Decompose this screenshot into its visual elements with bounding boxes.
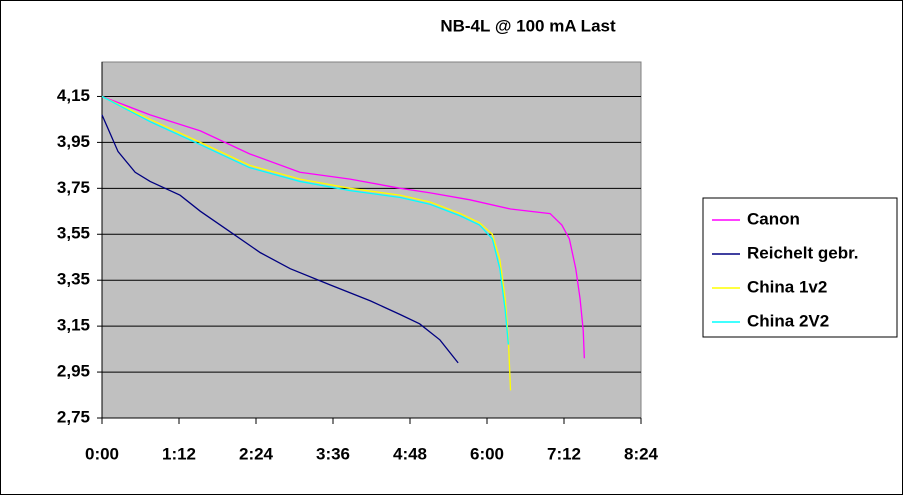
x-tick-label: 6:00	[470, 444, 504, 463]
x-tick-label: 7:12	[547, 444, 581, 463]
series-line	[101, 95, 585, 359]
legend-label: Reichelt gebr.	[747, 243, 858, 262]
legend-label: China 1v2	[747, 277, 827, 296]
y-tick-label: 3,15	[57, 316, 90, 335]
x-tick-label: 4:48	[393, 444, 427, 463]
x-tick-label: 1:12	[162, 444, 196, 463]
series-line	[101, 95, 512, 391]
y-tick-label: 3,75	[57, 178, 90, 197]
y-tick-label: 3,95	[57, 132, 90, 151]
y-tick-label: 3,55	[57, 224, 90, 243]
series-line	[101, 95, 510, 345]
x-tick-label: 2:24	[239, 444, 274, 463]
series-line	[101, 114, 459, 364]
legend-box	[702, 197, 898, 338]
x-tick-label: 0:00	[85, 444, 119, 463]
y-tick-label: 2,75	[57, 407, 90, 426]
y-tick-label: 4,15	[57, 86, 90, 105]
legend-label: China 2V2	[747, 311, 829, 330]
y-tick-label: 3,35	[57, 270, 90, 289]
legend-label: Canon	[747, 209, 800, 228]
x-tick-label: 8:24	[624, 444, 659, 463]
x-tick-label: 3:36	[316, 444, 350, 463]
plot-area	[101, 61, 642, 419]
y-tick-label: 2,95	[57, 362, 90, 381]
chart-title: NB-4L @ 100 mA Last	[440, 16, 616, 35]
